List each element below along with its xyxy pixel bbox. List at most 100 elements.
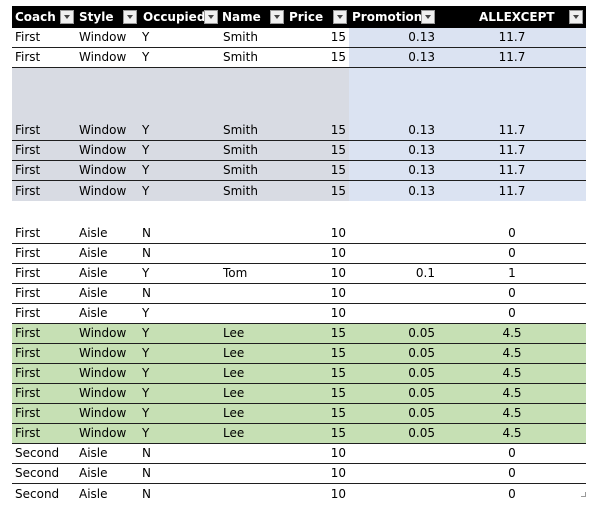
table-row[interactable]: First Aisle N 10 0: [12, 284, 586, 304]
cell-name[interactable]: Smith: [223, 50, 258, 64]
cell-style[interactable]: Window: [79, 50, 127, 64]
cell-occupied[interactable]: N: [142, 487, 151, 501]
filter-dropdown-icon[interactable]: [270, 10, 284, 24]
cell-style[interactable]: Window: [79, 386, 127, 400]
cell-style[interactable]: Aisle: [79, 446, 108, 460]
cell-occupied[interactable]: Y: [142, 30, 150, 44]
cell-promotion[interactable]: [350, 464, 435, 483]
cell-allexcept[interactable]: 11.7: [498, 30, 526, 44]
table-row[interactable]: First Window Y Lee 15 0.05 4.5: [12, 344, 586, 364]
cell-style[interactable]: Aisle: [79, 286, 108, 300]
cell-style[interactable]: Window: [79, 346, 127, 360]
cell-occupied[interactable]: Y: [142, 366, 150, 380]
cell-promotion[interactable]: 0.13: [408, 50, 435, 64]
table-row[interactable]: First Window Y Lee 15 0.05 4.5: [12, 364, 586, 384]
cell-allexcept[interactable]: 4.5: [502, 326, 522, 340]
cell-name[interactable]: Smith: [223, 184, 258, 198]
cell-occupied[interactable]: Y: [142, 123, 150, 137]
cell-name[interactable]: Lee: [223, 386, 245, 400]
cell-coach[interactable]: First: [15, 286, 41, 300]
cell-price[interactable]: 15: [330, 366, 346, 380]
cell-coach[interactable]: First: [15, 326, 41, 340]
cell-coach[interactable]: First: [15, 246, 41, 260]
cell-occupied[interactable]: Y: [142, 184, 150, 198]
cell-style[interactable]: Window: [79, 123, 127, 137]
cell-price[interactable]: 10: [330, 286, 346, 300]
cell-price[interactable]: 10: [330, 487, 346, 501]
cell-name[interactable]: Tom: [223, 266, 248, 280]
cell-style[interactable]: Aisle: [79, 226, 108, 240]
cell-promotion[interactable]: 0.13: [408, 123, 435, 137]
cell-allexcept[interactable]: 4.5: [502, 366, 522, 380]
cell-occupied[interactable]: N: [142, 446, 151, 460]
table-row[interactable]: First Aisle N 10 0: [12, 201, 586, 244]
cell-price[interactable]: 15: [330, 184, 346, 198]
table-row[interactable]: First Window Y Smith 15 0.13 11.7: [12, 48, 586, 68]
cell-price[interactable]: 15: [330, 426, 346, 440]
cell-coach[interactable]: First: [15, 50, 41, 64]
cell-promotion[interactable]: 0.13: [408, 143, 435, 157]
cell-occupied[interactable]: Y: [142, 406, 150, 420]
cell-allexcept[interactable]: 11.7: [498, 163, 526, 177]
cell-coach[interactable]: First: [15, 266, 41, 280]
table-row[interactable]: First Aisle Y 10 0: [12, 304, 586, 324]
cell-coach[interactable]: First: [15, 406, 41, 420]
filter-dropdown-icon[interactable]: [333, 10, 347, 24]
cell-name[interactable]: Lee: [223, 406, 245, 420]
cell-coach[interactable]: First: [15, 30, 41, 44]
cell-allexcept[interactable]: 1: [508, 266, 516, 280]
cell-allexcept[interactable]: 11.7: [498, 123, 526, 137]
cell-price[interactable]: 10: [330, 266, 346, 280]
filter-dropdown-icon[interactable]: [204, 10, 218, 24]
table-row[interactable]: First Aisle N 10 0: [12, 244, 586, 264]
cell-allexcept[interactable]: 4.5: [502, 426, 522, 440]
cell-occupied[interactable]: N: [142, 246, 151, 260]
filter-dropdown-icon[interactable]: [569, 10, 583, 24]
cell-occupied[interactable]: Y: [142, 163, 150, 177]
cell-price[interactable]: 10: [330, 306, 346, 320]
cell-promotion[interactable]: [350, 284, 435, 303]
cell-coach[interactable]: First: [15, 346, 41, 360]
cell-occupied[interactable]: Y: [142, 266, 150, 280]
cell-coach[interactable]: Second: [15, 487, 60, 501]
cell-allexcept[interactable]: 11.7: [498, 184, 526, 198]
cell-occupied[interactable]: Y: [142, 346, 150, 360]
cell-coach[interactable]: First: [15, 123, 41, 137]
cell-coach[interactable]: Second: [15, 466, 60, 480]
cell-promotion[interactable]: 0.13: [408, 30, 435, 44]
cell-allexcept[interactable]: 0: [508, 466, 516, 480]
cell-coach[interactable]: First: [15, 184, 41, 198]
cell-price[interactable]: 15: [330, 346, 346, 360]
cell-occupied[interactable]: N: [142, 286, 151, 300]
cell-promotion[interactable]: [350, 224, 435, 243]
cell-promotion[interactable]: 0.05: [408, 386, 435, 400]
table-row[interactable]: First Window Y Lee 15 0.05 4.5: [12, 384, 586, 404]
cell-coach[interactable]: First: [15, 426, 41, 440]
cell-promotion[interactable]: [350, 244, 435, 263]
table-row[interactable]: Second Aisle N 10 0: [12, 464, 586, 484]
cell-occupied[interactable]: N: [142, 466, 151, 480]
table-row[interactable]: First Window Y Smith 15 0.13 11.7: [12, 141, 586, 161]
cell-promotion[interactable]: 0.05: [408, 426, 435, 440]
cell-style[interactable]: Window: [79, 30, 127, 44]
cell-promotion[interactable]: 0.05: [408, 346, 435, 360]
cell-style[interactable]: Aisle: [79, 466, 108, 480]
table-row[interactable]: First Window Y Smith 15 0.13 11.7: [12, 28, 586, 48]
cell-allexcept[interactable]: 4.5: [502, 406, 522, 420]
cell-style[interactable]: Window: [79, 406, 127, 420]
cell-name[interactable]: Lee: [223, 366, 245, 380]
table-row[interactable]: Second Aisle N 10 0: [12, 444, 586, 464]
table-row[interactable]: First Window Y Lee 15 0.05 4.5: [12, 424, 586, 444]
cell-promotion[interactable]: [350, 444, 435, 463]
cell-style[interactable]: Window: [79, 426, 127, 440]
filter-dropdown-icon[interactable]: [60, 10, 74, 24]
cell-price[interactable]: 15: [330, 163, 346, 177]
table-row[interactable]: First Window Y Smith 15 0.13 11.7: [12, 68, 586, 141]
cell-occupied[interactable]: Y: [142, 143, 150, 157]
table-row[interactable]: First Window Y Smith 15 0.13 11.7: [12, 161, 586, 181]
filter-dropdown-icon[interactable]: [123, 10, 137, 24]
cell-coach[interactable]: First: [15, 226, 41, 240]
cell-allexcept[interactable]: 11.7: [498, 143, 526, 157]
table-row[interactable]: Second Aisle N 10 0: [12, 484, 586, 504]
cell-name[interactable]: Smith: [223, 143, 258, 157]
